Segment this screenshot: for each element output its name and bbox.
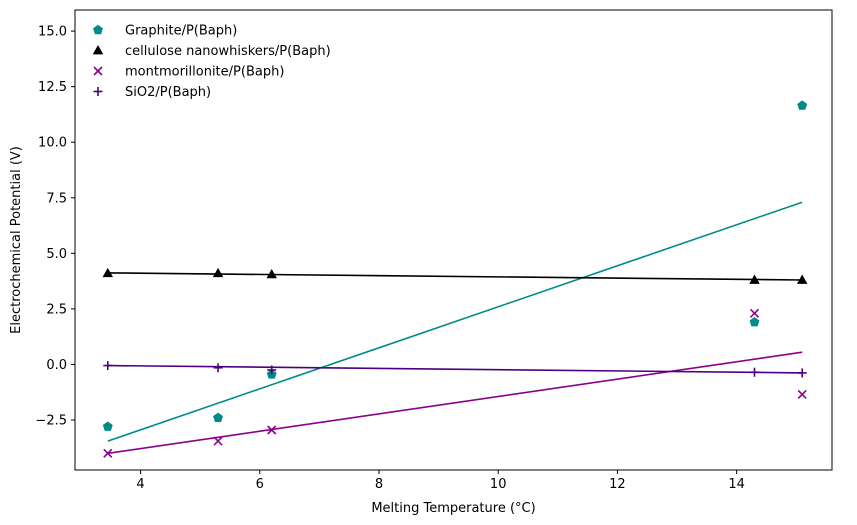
- x-tick-label: 14: [728, 477, 745, 492]
- series-1-point: [797, 100, 808, 110]
- x-tick-label: 6: [256, 477, 264, 492]
- data-markers: [102, 100, 808, 458]
- legend: Graphite/P(Baph) cellulose nanowhiskers/P…: [92, 24, 331, 100]
- series-1-point: [749, 317, 760, 327]
- series-4-point: [750, 367, 760, 377]
- series-1-fit-line: [107, 201, 803, 442]
- x-tick-label: 10: [490, 477, 507, 492]
- series-2-point: [796, 274, 808, 284]
- y-tick-label: −2.5: [35, 414, 67, 429]
- series-1-point: [102, 421, 113, 431]
- series-3-point: [267, 425, 277, 435]
- series-3-point: [103, 448, 113, 458]
- legend-marker: [93, 87, 103, 96]
- legend-marker: [92, 45, 104, 55]
- y-tick-label: 10.0: [38, 136, 67, 151]
- series-2-fit-line: [107, 272, 803, 281]
- legend-label: Graphite/P(Baph): [125, 24, 237, 39]
- series-4-point: [103, 361, 113, 371]
- y-tick-label: 2.5: [46, 302, 67, 317]
- y-tick-label: 0.0: [46, 358, 67, 373]
- y-tick-label: 5.0: [46, 247, 67, 262]
- series-4-point: [797, 368, 807, 378]
- x-tick-label: 8: [375, 477, 383, 492]
- legend-marker: [93, 24, 103, 35]
- x-tick-label: 12: [609, 477, 626, 492]
- series-2-point: [212, 267, 224, 278]
- x-axis-ticks: 4 6 8 10 12 14: [136, 470, 745, 492]
- legend-label: montmorillonite/P(Baph): [125, 65, 284, 80]
- y-tick-label: 12.5: [38, 80, 67, 95]
- legend-item: Graphite/P(Baph): [93, 24, 237, 39]
- series-4-fit-line: [107, 364, 803, 374]
- series-4-point: [213, 363, 223, 373]
- series-2-point: [102, 267, 114, 278]
- legend-label: SiO2/P(Baph): [125, 85, 211, 100]
- plot-area: [102, 100, 808, 458]
- legend-item: montmorillonite/P(Baph): [93, 65, 284, 80]
- series-2-point: [266, 268, 277, 279]
- x-tick-label: 4: [136, 477, 144, 492]
- legend-marker: [93, 66, 103, 76]
- series-1-point: [213, 412, 223, 422]
- y-tick-label: 15.0: [38, 25, 67, 40]
- y-axis-label: Electrochemical Potential (V): [9, 146, 24, 334]
- legend-label: cellulose nanowhiskers/P(Baph): [125, 44, 331, 59]
- x-axis-label: Melting Temperature (°C): [371, 501, 535, 516]
- series-3-point: [213, 436, 223, 446]
- y-tick-label: 7.5: [46, 191, 67, 206]
- series-4-point: [267, 365, 277, 375]
- series-3-point: [749, 308, 760, 318]
- series-3-fit-line: [107, 351, 803, 455]
- series-3-point: [797, 389, 807, 400]
- axes-frame: [74, 9, 833, 471]
- series-2-point: [749, 274, 760, 284]
- fit-lines: [107, 201, 803, 455]
- legend-item: SiO2/P(Baph): [93, 85, 211, 100]
- y-axis-ticks: −2.5 0.0 2.5 5.0 7.5 10.0 12.5 15.0: [35, 25, 75, 429]
- legend-item: cellulose nanowhiskers/P(Baph): [92, 44, 331, 59]
